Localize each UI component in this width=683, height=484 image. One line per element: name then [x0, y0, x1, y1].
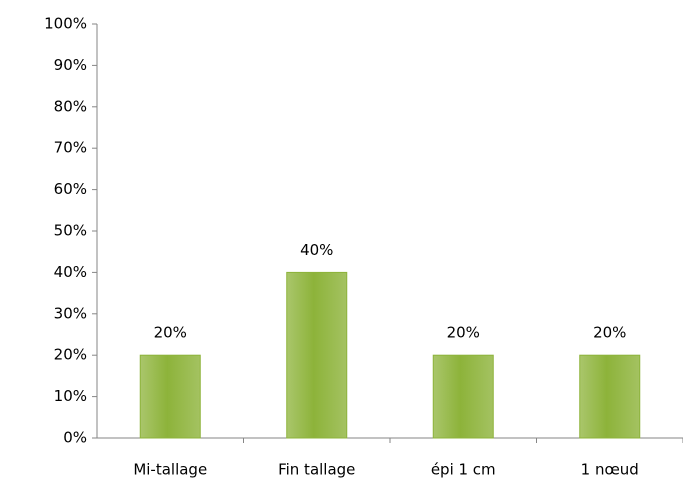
value-label: 20% [593, 324, 626, 342]
y-tick-label: 80% [54, 97, 87, 115]
y-tick-label: 20% [54, 346, 87, 364]
y-tick-label: 30% [54, 304, 87, 322]
y-tick-label: 90% [54, 56, 87, 74]
y-tick-label: 60% [54, 180, 87, 198]
x-tick-label: Fin tallage [278, 461, 355, 479]
bar [432, 354, 494, 439]
x-tick-label: épi 1 cm [431, 461, 496, 479]
y-tick-label: 100% [44, 15, 87, 33]
y-tick-label: 10% [54, 387, 87, 405]
y-tick-label: 40% [54, 263, 87, 281]
value-label: 20% [447, 324, 480, 342]
bar [579, 354, 641, 439]
bar [139, 354, 201, 439]
y-tick-label: 70% [54, 139, 87, 157]
y-tick-label: 50% [54, 222, 87, 240]
x-tick-label: 1 nœud [581, 461, 639, 479]
value-label: 20% [154, 324, 187, 342]
y-tick-label: 0% [63, 429, 87, 447]
bar [286, 271, 348, 439]
x-tick-label: Mi-tallage [133, 461, 207, 479]
value-label: 40% [300, 241, 333, 259]
